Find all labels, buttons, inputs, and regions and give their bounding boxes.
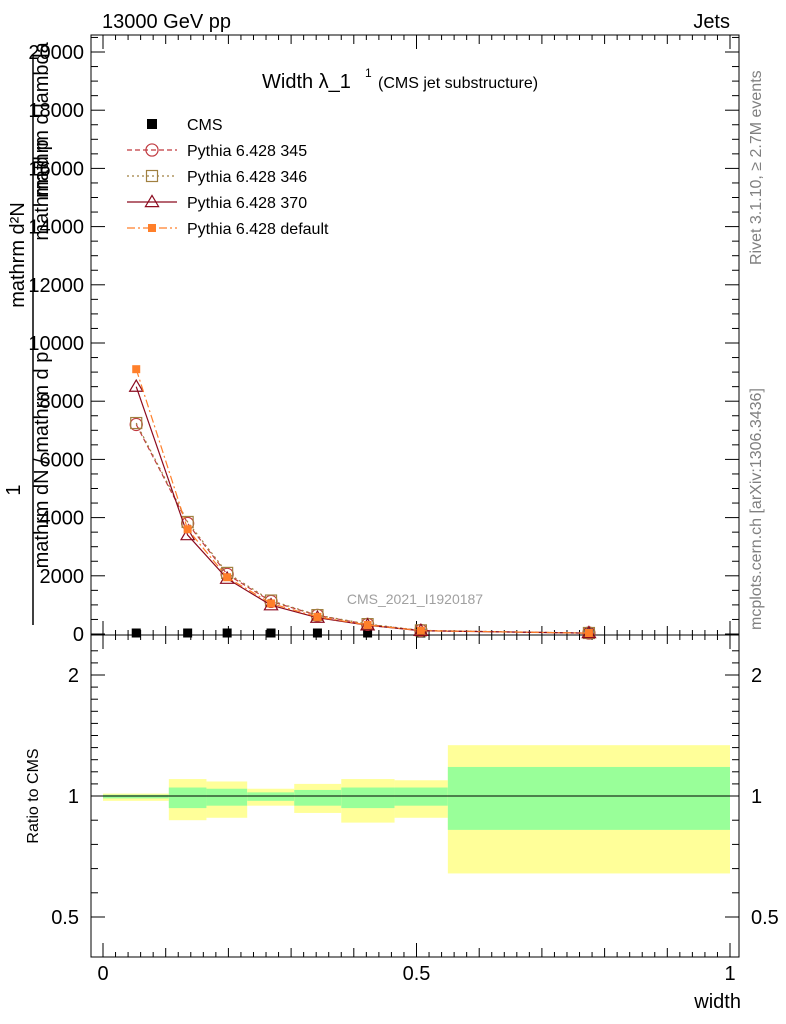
point-pdefault [313,612,322,621]
legend-marker [145,143,159,157]
point-pdefault [183,525,192,534]
legend-marker [144,194,160,208]
point-cms [222,628,232,638]
y-tick-label-main: 4000 [40,508,85,530]
data-series [128,365,597,640]
y-tick-label-ratio: 0.5 [51,907,79,929]
plot-title-main: Width λ_1 [262,71,351,93]
point-pdefault [267,599,276,608]
axis-ticks [91,35,739,957]
y-tick-label-main: 16000 [28,158,84,180]
ratio-band-inner [206,788,248,806]
legend-entry-p370: Pythia 6.428 370 [127,194,307,212]
ylabel-frac-tail: mathrm d lambda [31,41,53,197]
y-tick-label-ratio: 2 [68,665,79,687]
point-pdefault [363,620,372,629]
series-line-pdefault [135,369,589,634]
y-tick-label-main: 12000 [28,275,84,297]
mcplots-label: mcplots.cern.ch [arXiv:1306.3436] [748,388,765,630]
ylabel-frac-top: mathrm d²N [7,202,29,308]
legend-entry-cms: CMS [147,117,223,134]
ratio-band-inner [394,787,448,806]
ratio-uncertainty-bands [103,745,730,874]
legend-entry-p346: Pythia 6.428 346 [127,169,307,186]
legend-label: Pythia 6.428 default [187,221,329,238]
y-tick-label-main: 14000 [28,217,84,239]
y-tick-label-ratio-right: 2 [751,665,762,687]
x-tick-label: 0.5 [403,963,431,985]
y-tick-label-ratio: 1 [68,786,79,808]
legend: CMS Pythia 6.428 345 Pythia 6.428 346 Pythi… [127,117,329,238]
legend-label: Pythia 6.428 370 [187,195,307,212]
x-tick-label: 0 [97,963,108,985]
ylabel-overall-den: mathrm dN / mathrm d p [31,352,53,569]
series-line-p370 [135,386,589,634]
point-cms [131,628,141,638]
legend-label: Pythia 6.428 345 [187,143,307,160]
y-tick-label-main: 8000 [40,391,85,413]
x-tick-label: 1 [724,963,735,985]
y-tick-label-ratio-right: 0.5 [751,907,779,929]
ylabel-frac-bottom: mathrm d p [31,139,53,240]
analysis-watermark: CMS_2021_I1920187 [347,591,483,607]
legend-marker [145,169,159,183]
ratio-band-inner [168,787,207,809]
legend-marker [148,224,156,232]
plot-title-sub: (CMS jet substructure) [378,75,538,92]
legend-entry-pdefault: Pythia 6.428 default [127,221,329,238]
axis-tick-labels: 0 0.5 1 0 2000 4000 6000 8000 10000 12000 14000 160… [28,42,778,985]
point-pdefault [584,629,593,637]
legend-marker [147,119,157,129]
x-axis-label: width [693,991,741,1013]
y-tick-label-main: 0 [73,624,84,646]
point-p346 [130,416,143,430]
y-tick-label-main: 20000 [28,42,84,64]
point-cms [363,628,373,638]
plot-title: Width λ_1 1 (CMS jet substructure) [262,66,538,93]
point-cms [266,628,276,638]
ratio-band-inner [247,792,295,801]
rivet-version-label: Rivet 3.1.10, ≥ 2.7M events [748,70,765,265]
point-p370 [179,527,196,541]
ratio-band-inner [103,794,169,799]
y-tick-label-ratio-right: 1 [751,786,762,808]
main-y-axis-label: mathrm d²N mathrm d p mathrm d lambda 1 … [3,41,53,625]
legend-label: CMS [187,117,223,134]
y-tick-label-main: 10000 [28,333,84,355]
category-label: Jets [693,11,730,33]
legend-entry-p345: Pythia 6.428 345 [127,143,307,160]
plot-title-superscript: 1 [365,66,372,80]
point-cms [183,628,193,638]
point-p370 [128,378,144,392]
y-tick-label-main: 6000 [40,449,85,471]
legend-label: Pythia 6.428 346 [187,169,307,186]
ratio-y-axis-label: Ratio to CMS [25,748,42,843]
point-pdefault [223,573,232,582]
point-pdefault [416,626,425,635]
ylabel-overall-prefix: 1 [3,484,25,495]
ratio-band-inner [294,789,342,806]
series-pdefault [132,365,593,637]
ratio-band-inner [447,766,730,830]
ratio-band-inner [341,787,395,809]
y-tick-label-main: 2000 [40,566,85,588]
energy-label: 13000 GeV pp [102,11,231,33]
point-pdefault [132,365,141,374]
y-tick-label-main: 18000 [28,100,84,122]
point-cms [312,628,322,638]
